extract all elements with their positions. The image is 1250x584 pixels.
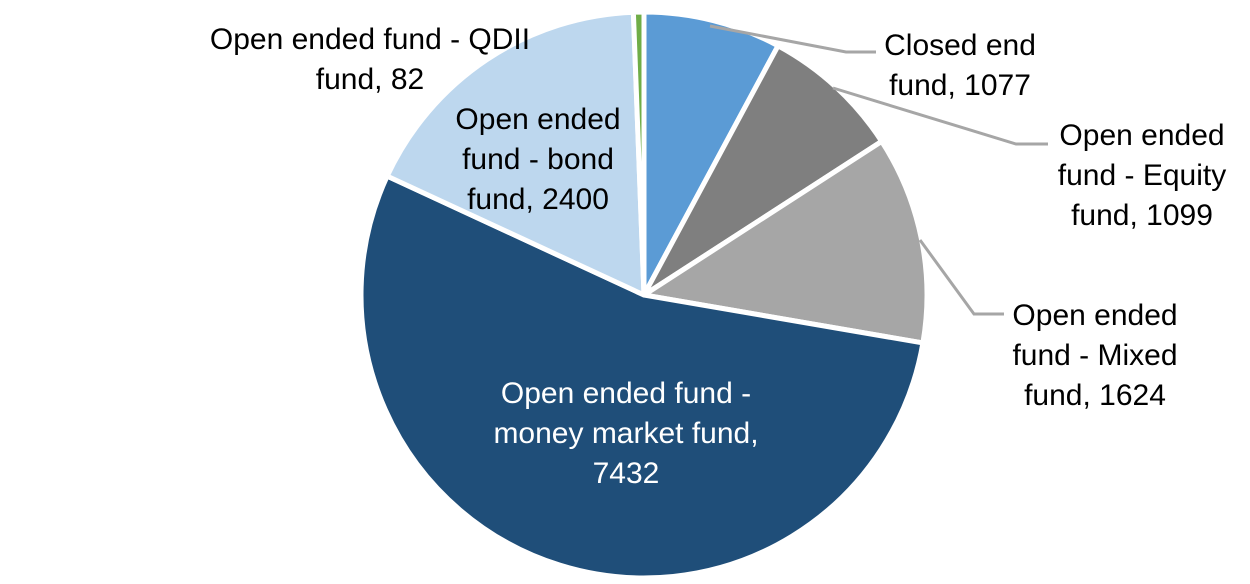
leader-line-closed-end-fund <box>709 24 876 54</box>
pie-slice-open-ended-bond-fund[interactable] <box>384 9 647 298</box>
pie-slice-open-ended-mixed-fund[interactable] <box>641 138 930 346</box>
data-label-line: Open ended <box>1059 119 1225 152</box>
data-label-line: fund - Mixed <box>1012 339 1178 372</box>
leader-line-equity-fund <box>832 86 1048 146</box>
data-label-line: fund - Equity <box>1057 159 1227 192</box>
data-label-line: Closed end <box>884 29 1036 62</box>
data-label-line: fund, 2400 <box>467 183 609 216</box>
pie-slice-open-ended-qdii-fund[interactable] <box>630 9 647 298</box>
data-label-mixed-fund: Open ended fund - Mixed fund, 1624 <box>985 296 1205 416</box>
data-label-line: Open ended fund - <box>500 377 752 410</box>
data-label-qdii-fund: Open ended fund - QDII fund, 82 <box>170 20 570 100</box>
pie-slice-open-ended-equity-fund[interactable] <box>641 43 885 298</box>
data-label-line: fund, 82 <box>315 63 425 96</box>
data-label-line: 7432 <box>592 457 660 490</box>
data-label-line: Open ended <box>1012 299 1178 332</box>
data-label-line: fund, 1077 <box>889 69 1031 102</box>
data-label-closed-end-fund: Closed end fund, 1077 <box>850 26 1070 106</box>
data-label-line: money market fund, <box>493 417 759 450</box>
pie-slice-open-ended-money-market-fund[interactable] <box>358 173 926 581</box>
data-label-line: Open ended <box>455 103 621 136</box>
data-label-line: fund - bond <box>462 143 614 176</box>
leader-line-mixed-fund <box>918 239 1004 316</box>
data-label-line: fund, 1099 <box>1071 199 1213 232</box>
pie-slice-closed-end-fund[interactable] <box>641 9 781 298</box>
data-label-line: Open ended fund - QDII <box>209 23 531 56</box>
data-label-bond-fund: Open ended fund - bond fund, 2400 <box>408 100 668 220</box>
data-label-equity-fund: Open ended fund - Equity fund, 1099 <box>1030 116 1250 236</box>
pie-slices-group <box>358 9 930 581</box>
data-label-money-market-fund: Open ended fund - money market fund, 743… <box>456 374 796 494</box>
data-label-line: fund, 1624 <box>1024 379 1166 412</box>
